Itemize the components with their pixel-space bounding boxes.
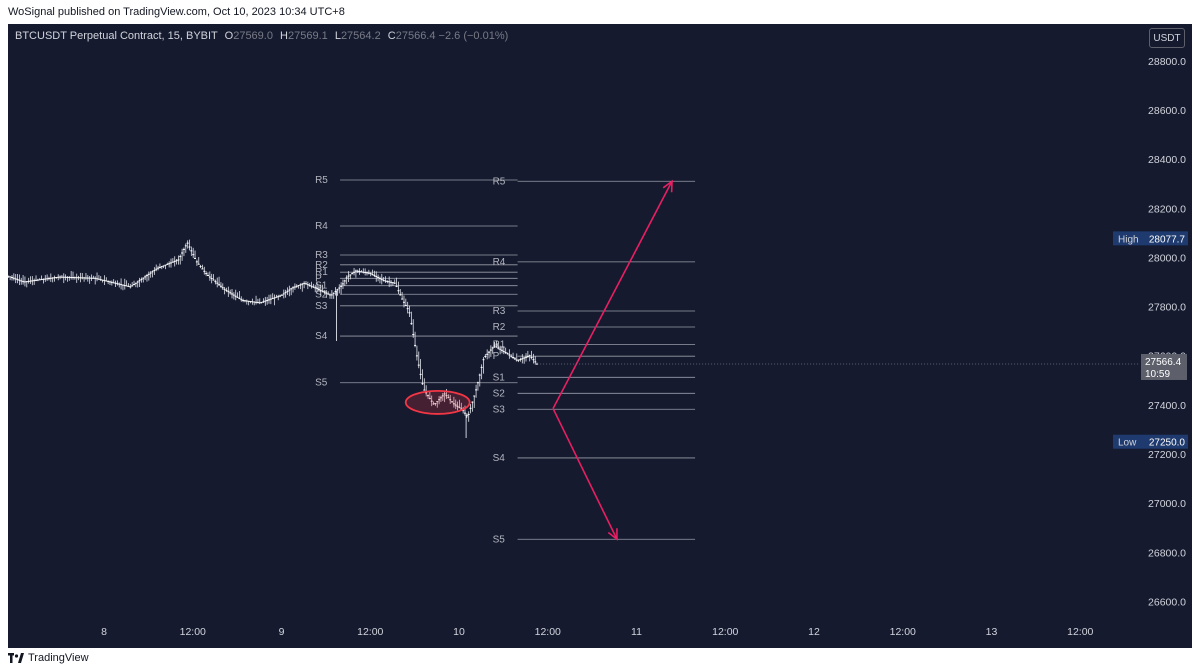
high-label: H [280,30,288,42]
y-tick-label: 27400.0 [1148,400,1186,412]
low-marker-tag [1113,434,1188,449]
symbol-legend: BTCUSDT Perpetual Contract, 15, BYBIT O2… [15,30,508,42]
pivot-label-r5: R5 [493,176,506,187]
y-tick-label: 27000.0 [1148,498,1186,510]
last-price-tag [1141,353,1187,380]
tradingview-logo[interactable]: TradingView [8,652,89,664]
arrow-up-head [662,179,673,193]
x-tick-label: 12:00 [890,626,916,638]
x-tick-label: 9 [279,626,285,638]
arrow-down-head [607,528,618,541]
x-tick-label: 12 [808,626,820,638]
close-label: C [387,30,396,42]
last-price-value: 27566.4 [1145,357,1182,368]
y-tick-label: 28400.0 [1148,154,1186,166]
x-tick-label: 12:00 [180,626,206,638]
published-header: WoSignal published on TradingView.com, O… [0,0,1200,24]
x-tick-label: 10 [453,626,465,638]
y-tick-label: 28000.0 [1148,252,1186,264]
y-tick-label: 28800.0 [1148,56,1186,68]
pivot-label-r4: R4 [493,257,506,268]
y-tick-label: 28200.0 [1148,203,1186,215]
y-tick-label: 26600.0 [1148,596,1186,608]
change-value: −2.6 (−0.01%) [438,30,509,42]
pivot-label-s2: S2 [315,289,328,300]
x-tick-label: 12:00 [535,626,561,638]
open-value: 27569.0 [233,30,273,42]
x-tick-label: 12:00 [1067,626,1093,638]
x-tick-label: 13 [986,626,998,638]
pivot-label-p: P [315,273,322,284]
y-tick-label: 27800.0 [1148,302,1186,314]
x-tick-label: 8 [101,626,107,638]
pivot-label-r3: R3 [315,250,328,261]
y-tick-label: 28600.0 [1148,105,1186,117]
high-marker-label: High [1118,234,1139,245]
close-value: 27566.4 [395,30,436,42]
pivot-label-r4: R4 [315,221,328,232]
chart-panel[interactable]: R5 R4 R3 R2 R1 P S1 S2 S3 S4 S5 R5 R4 R3 R2 R1 P S1 S2 S3 S4… [8,24,1192,648]
pivot-label-s5: S5 [493,534,506,545]
tradingview-logo-icon [8,653,24,663]
arrow-up [552,180,673,409]
pivot-label-r3: R3 [493,306,506,317]
pivot-label-s4: S4 [315,331,328,342]
x-tick-label: 11 [631,626,642,638]
symbol-name[interactable]: BTCUSDT Perpetual Contract, 15, BYBIT [15,30,218,42]
x-tick-label: 12:00 [357,626,383,638]
currency-button[interactable]: USDT [1149,28,1185,48]
pivot-label-s1: S1 [493,372,506,383]
pivot-label-s1: S1 [315,281,328,292]
pivot-label-s3: S3 [493,404,506,415]
high-marker-value: 28077.7 [1149,234,1186,245]
last-price-countdown: 10:59 [1145,369,1170,380]
pivot-label-s4: S4 [493,453,506,464]
high-marker-tag [1113,231,1188,246]
pivot-label-r5: R5 [315,175,328,186]
open-label: O [224,30,234,42]
pivot-label-s5: S5 [315,378,328,389]
published-text: WoSignal published on TradingView.com, O… [8,6,345,18]
y-tick-label: 27200.0 [1148,449,1186,461]
pivot-label-r2: R2 [315,260,328,271]
arrow-down [552,408,618,540]
pivot-label-p: P [493,351,500,362]
high-value: 27569.1 [287,30,328,42]
pivot-label-s2: S2 [493,388,506,399]
pivot-label-r2: R2 [493,322,506,333]
y-tick-label: 26800.0 [1148,547,1186,559]
low-marker-label: Low [1118,438,1137,449]
x-tick-label: 12:00 [712,626,738,638]
footer-brand: TradingView [28,652,89,664]
pivot-label-r1: R1 [493,340,506,351]
low-marker-value: 27250.0 [1149,438,1186,449]
low-value: 27564.2 [340,30,381,42]
chart-canvas[interactable]: R5R4R3R2R1PS1S2S3S4S5R5R4R3R2R1PS1S2S3S4… [8,24,1192,648]
pivot-label-s3: S3 [315,301,328,312]
pivot-label-r1: R1 [315,267,328,278]
footer: TradingView [0,648,1200,672]
highlight-ellipse [404,389,471,415]
low-label: L [334,30,341,42]
